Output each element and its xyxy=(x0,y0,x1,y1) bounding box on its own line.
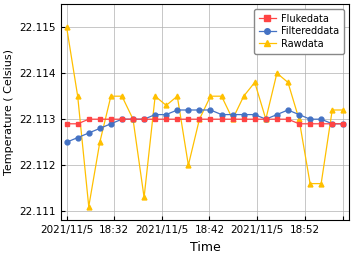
Filtereddata xyxy=(308,118,312,121)
Flukedata xyxy=(175,118,179,121)
Line: Flukedata: Flukedata xyxy=(64,117,346,126)
Legend: Flukedata, Filtereddata, Rawdata: Flukedata, Filtereddata, Rawdata xyxy=(254,9,344,54)
Filtereddata xyxy=(175,108,179,111)
Filtereddata xyxy=(330,122,334,125)
Flukedata xyxy=(65,122,69,125)
Flukedata xyxy=(76,122,80,125)
Rawdata xyxy=(308,182,312,185)
Rawdata xyxy=(197,118,202,121)
Flukedata xyxy=(275,118,279,121)
Filtereddata xyxy=(264,118,268,121)
Line: Filtereddata: Filtereddata xyxy=(64,108,346,145)
Filtereddata xyxy=(341,122,346,125)
Rawdata xyxy=(76,95,80,98)
Filtereddata xyxy=(208,108,213,111)
Rawdata xyxy=(286,81,290,84)
Flukedata xyxy=(164,118,168,121)
Rawdata xyxy=(275,72,279,75)
Y-axis label: Temperature ( Celsius): Temperature ( Celsius) xyxy=(4,49,14,175)
Filtereddata xyxy=(142,118,146,121)
Flukedata xyxy=(286,118,290,121)
Filtereddata xyxy=(220,113,224,116)
Flukedata xyxy=(220,118,224,121)
Flukedata xyxy=(341,122,346,125)
Filtereddata xyxy=(131,118,135,121)
Filtereddata xyxy=(65,141,69,144)
Rawdata xyxy=(330,108,334,111)
Rawdata xyxy=(120,95,124,98)
Filtereddata xyxy=(76,136,80,139)
Filtereddata xyxy=(197,108,202,111)
Filtereddata xyxy=(297,113,301,116)
Rawdata xyxy=(341,108,346,111)
Flukedata xyxy=(330,122,334,125)
Rawdata xyxy=(86,205,91,208)
Flukedata xyxy=(197,118,202,121)
Filtereddata xyxy=(241,113,246,116)
Flukedata xyxy=(120,118,124,121)
Rawdata xyxy=(131,118,135,121)
Rawdata xyxy=(186,164,191,167)
Rawdata xyxy=(253,81,257,84)
Flukedata xyxy=(86,118,91,121)
Rawdata xyxy=(153,95,157,98)
Flukedata xyxy=(297,122,301,125)
Flukedata xyxy=(186,118,191,121)
Flukedata xyxy=(142,118,146,121)
Filtereddata xyxy=(231,113,235,116)
Filtereddata xyxy=(253,113,257,116)
Flukedata xyxy=(231,118,235,121)
Filtereddata xyxy=(275,113,279,116)
Filtereddata xyxy=(186,108,191,111)
Filtereddata xyxy=(164,113,168,116)
Filtereddata xyxy=(153,113,157,116)
Rawdata xyxy=(264,118,268,121)
Rawdata xyxy=(65,26,69,29)
Rawdata xyxy=(319,182,323,185)
Flukedata xyxy=(319,122,323,125)
Rawdata xyxy=(241,95,246,98)
Filtereddata xyxy=(319,118,323,121)
Rawdata xyxy=(231,118,235,121)
Line: Rawdata: Rawdata xyxy=(64,25,346,209)
Filtereddata xyxy=(98,127,102,130)
Filtereddata xyxy=(286,108,290,111)
Flukedata xyxy=(264,118,268,121)
Flukedata xyxy=(109,118,113,121)
Rawdata xyxy=(220,95,224,98)
Rawdata xyxy=(297,118,301,121)
Rawdata xyxy=(175,95,179,98)
X-axis label: Time: Time xyxy=(190,241,220,254)
Flukedata xyxy=(253,118,257,121)
Filtereddata xyxy=(120,118,124,121)
Rawdata xyxy=(98,141,102,144)
Flukedata xyxy=(308,122,312,125)
Filtereddata xyxy=(109,122,113,125)
Rawdata xyxy=(142,196,146,199)
Filtereddata xyxy=(86,131,91,134)
Flukedata xyxy=(153,118,157,121)
Flukedata xyxy=(98,118,102,121)
Rawdata xyxy=(164,104,168,107)
Rawdata xyxy=(109,95,113,98)
Rawdata xyxy=(208,95,213,98)
Flukedata xyxy=(208,118,213,121)
Flukedata xyxy=(241,118,246,121)
Flukedata xyxy=(131,118,135,121)
